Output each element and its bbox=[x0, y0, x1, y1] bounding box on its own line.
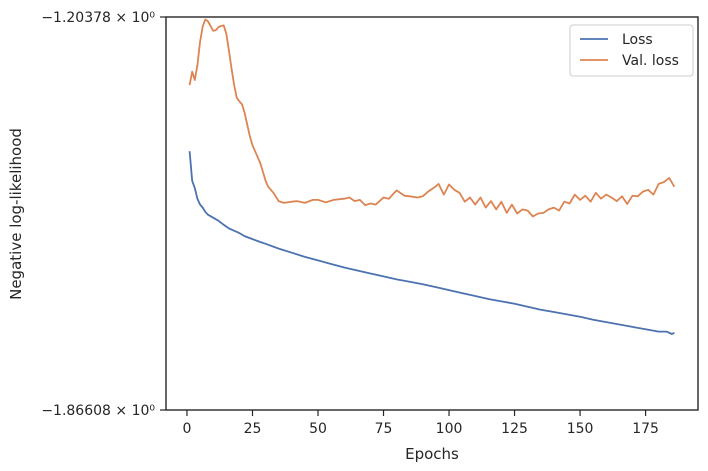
x-tick-label: 100 bbox=[436, 421, 463, 437]
legend-box bbox=[569, 24, 694, 77]
series-line-val-loss bbox=[188, 18, 676, 218]
plot-area bbox=[165, 16, 699, 411]
series-line-loss bbox=[188, 151, 675, 335]
x-axis: 0 25 50 75 100 125 150 175 bbox=[183, 410, 659, 437]
y-axis-label: Negative log-likelihood bbox=[7, 128, 25, 300]
y-axis: −1.20378 × 10⁰ −1.86608 × 10⁰ bbox=[41, 10, 166, 419]
x-tick-label: 175 bbox=[632, 421, 659, 437]
x-tick-label: 150 bbox=[567, 421, 594, 437]
x-tick-label: 0 bbox=[183, 421, 192, 437]
x-tick-label: 75 bbox=[375, 421, 393, 437]
y-tick-label: −1.20378 × 10⁰ bbox=[41, 10, 155, 26]
legend-label-loss: Loss bbox=[622, 32, 653, 48]
legend: Loss Val. loss bbox=[569, 24, 694, 77]
series-layer bbox=[188, 18, 676, 335]
legend-label-val-loss: Val. loss bbox=[622, 53, 679, 69]
x-tick-label: 125 bbox=[501, 421, 528, 437]
x-tick-label: 50 bbox=[309, 421, 327, 437]
x-axis-label: Epochs bbox=[405, 445, 459, 463]
y-tick-label: −1.86608 × 10⁰ bbox=[41, 403, 155, 419]
x-tick-label: 25 bbox=[244, 421, 262, 437]
